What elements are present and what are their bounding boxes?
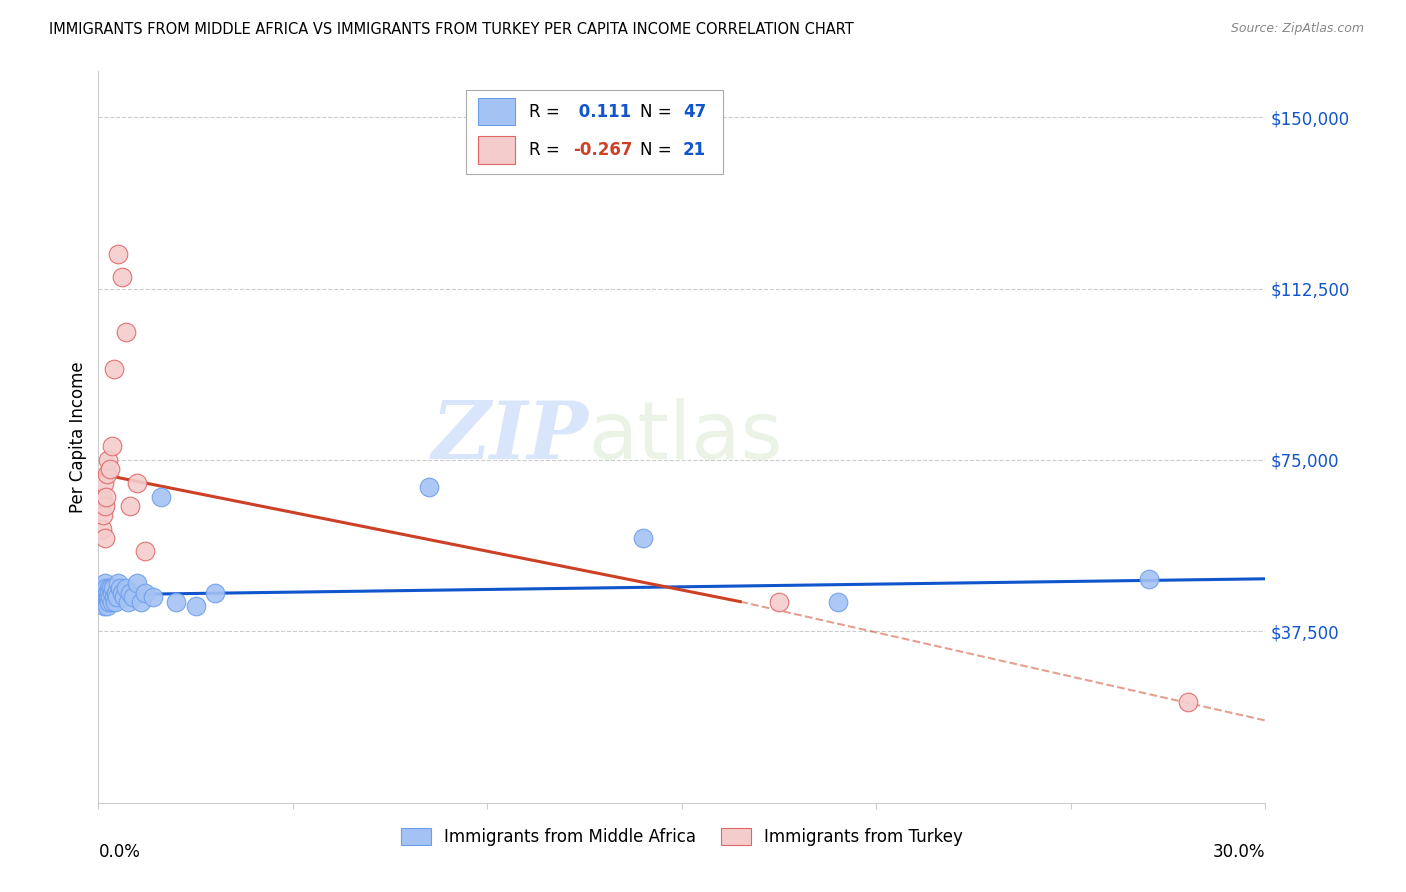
Point xyxy=(98,585,121,599)
Point xyxy=(94,590,117,604)
Point xyxy=(91,508,114,522)
Point xyxy=(134,585,156,599)
Point xyxy=(105,590,128,604)
Text: 0.111: 0.111 xyxy=(574,103,631,120)
Text: R =: R = xyxy=(529,103,565,120)
Point xyxy=(204,585,226,599)
Text: IMMIGRANTS FROM MIDDLE AFRICA VS IMMIGRANTS FROM TURKEY PER CAPITA INCOME CORREL: IMMIGRANTS FROM MIDDLE AFRICA VS IMMIGRA… xyxy=(49,22,853,37)
Legend: Immigrants from Middle Africa, Immigrants from Turkey: Immigrants from Middle Africa, Immigrant… xyxy=(394,822,970,853)
Point xyxy=(107,576,129,591)
Text: -0.267: -0.267 xyxy=(574,141,633,159)
Point xyxy=(97,453,120,467)
Point xyxy=(184,599,207,614)
Point xyxy=(96,467,118,481)
Point xyxy=(100,585,122,599)
Point xyxy=(107,247,129,261)
Point xyxy=(97,594,120,608)
Point xyxy=(101,594,124,608)
Point xyxy=(114,325,136,339)
Point xyxy=(91,590,114,604)
Point xyxy=(89,499,111,513)
Point xyxy=(90,581,112,595)
Point xyxy=(103,590,125,604)
Point xyxy=(93,576,115,591)
Point xyxy=(97,581,120,595)
Point xyxy=(122,590,145,604)
Text: N =: N = xyxy=(640,103,676,120)
Text: 47: 47 xyxy=(683,103,706,120)
Point xyxy=(93,590,115,604)
Point xyxy=(108,581,131,595)
Text: ZIP: ZIP xyxy=(432,399,589,475)
Point xyxy=(91,594,114,608)
Point xyxy=(114,581,136,595)
Point xyxy=(118,585,141,599)
Point xyxy=(96,599,118,614)
Bar xyxy=(478,98,515,126)
Y-axis label: Per Capita Income: Per Capita Income xyxy=(69,361,87,513)
Text: 21: 21 xyxy=(683,141,706,159)
Point xyxy=(142,590,165,604)
Point xyxy=(97,590,120,604)
Point xyxy=(118,499,141,513)
Point xyxy=(104,594,127,608)
Point xyxy=(91,585,114,599)
Point xyxy=(1137,572,1160,586)
FancyBboxPatch shape xyxy=(465,90,723,174)
Point xyxy=(117,594,139,608)
Point xyxy=(127,475,149,490)
Point xyxy=(418,480,440,494)
Point xyxy=(96,581,118,595)
Point xyxy=(98,462,121,476)
Point xyxy=(96,490,118,504)
Point xyxy=(93,581,115,595)
Point xyxy=(631,531,654,545)
Text: atlas: atlas xyxy=(589,398,783,476)
Point xyxy=(98,590,121,604)
Point xyxy=(91,521,114,535)
Text: R =: R = xyxy=(529,141,565,159)
Point xyxy=(93,475,115,490)
Text: 0.0%: 0.0% xyxy=(98,843,141,861)
Point xyxy=(96,585,118,599)
Point xyxy=(827,594,849,608)
Point xyxy=(103,361,125,376)
Point xyxy=(104,585,127,599)
Point xyxy=(94,585,117,599)
Point xyxy=(111,585,134,599)
Bar xyxy=(478,136,515,163)
Point xyxy=(100,581,122,595)
Point xyxy=(129,594,152,608)
Point xyxy=(93,499,115,513)
Point xyxy=(149,490,172,504)
Point xyxy=(112,590,135,604)
Text: 30.0%: 30.0% xyxy=(1213,843,1265,861)
Point xyxy=(94,531,117,545)
Point xyxy=(96,594,118,608)
Text: Source: ZipAtlas.com: Source: ZipAtlas.com xyxy=(1230,22,1364,36)
Point xyxy=(90,490,112,504)
Text: N =: N = xyxy=(640,141,676,159)
Point xyxy=(101,439,124,453)
Point xyxy=(134,544,156,558)
Point xyxy=(111,270,134,285)
Point xyxy=(768,594,790,608)
Point xyxy=(93,599,115,614)
Point xyxy=(1177,695,1199,709)
Point xyxy=(103,581,125,595)
Point xyxy=(127,576,149,591)
Point xyxy=(165,594,187,608)
